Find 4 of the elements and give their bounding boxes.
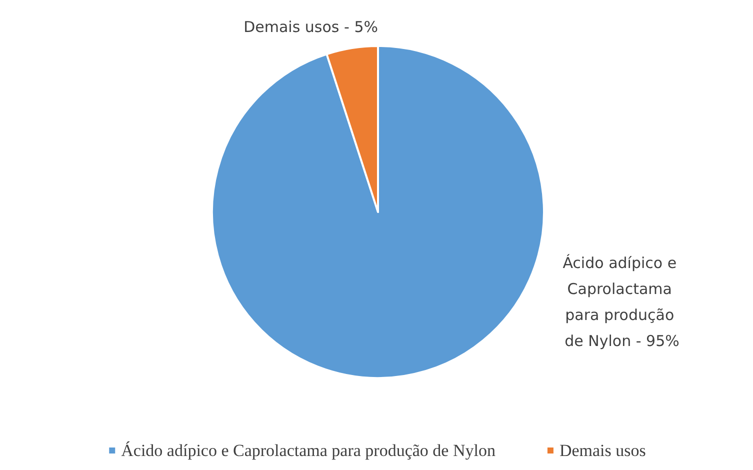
legend-label: Demais usos <box>559 441 646 460</box>
text: Demais usos - 5% <box>244 18 378 36</box>
legend-label: Ácido adípico e Caprolactama para produção de Nylon <box>121 441 496 460</box>
text: Ácido adípico e Caprolactama para produção de Nylon - 95% <box>562 254 682 350</box>
